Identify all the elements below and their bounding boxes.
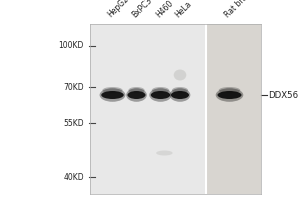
Ellipse shape [101, 91, 124, 99]
Text: 55KD: 55KD [63, 118, 84, 128]
Ellipse shape [151, 91, 170, 99]
Ellipse shape [128, 87, 145, 93]
Bar [206, 24, 261, 194]
Text: H460: H460 [154, 0, 175, 19]
Ellipse shape [171, 91, 189, 99]
Text: HepG2: HepG2 [106, 0, 131, 19]
Ellipse shape [128, 91, 146, 99]
Ellipse shape [170, 88, 190, 102]
Ellipse shape [218, 91, 242, 99]
Text: 70KD: 70KD [63, 83, 84, 92]
Ellipse shape [126, 88, 147, 102]
Text: 100KD: 100KD [58, 42, 84, 50]
Text: HeLa: HeLa [174, 0, 194, 19]
Ellipse shape [216, 88, 243, 102]
Ellipse shape [102, 87, 123, 93]
Ellipse shape [152, 87, 169, 93]
Ellipse shape [174, 70, 186, 80]
Text: DDX56: DDX56 [268, 90, 298, 99]
Bar [90, 24, 206, 194]
Ellipse shape [172, 87, 188, 93]
Text: 40KD: 40KD [63, 172, 84, 182]
Text: Rat brain: Rat brain [223, 0, 255, 19]
Ellipse shape [219, 87, 240, 93]
Ellipse shape [149, 88, 172, 102]
Ellipse shape [100, 88, 125, 102]
Text: BxPC3: BxPC3 [130, 0, 154, 19]
Ellipse shape [156, 150, 173, 156]
